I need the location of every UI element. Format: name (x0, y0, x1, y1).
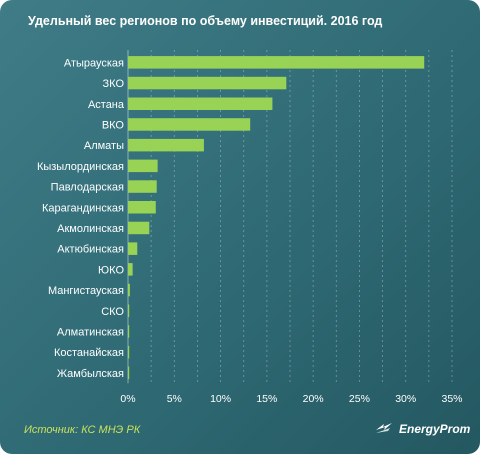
brand-name: EnergyProm (399, 421, 471, 436)
category-label: Жамбылская (57, 368, 124, 380)
x-tick-label: 5% (167, 393, 182, 405)
category-label: ЮКО (98, 264, 124, 276)
source-note: Источник: КС МНЭ РК (24, 424, 141, 436)
category-label: Астана (88, 99, 125, 111)
category-label: Карагандинская (42, 202, 124, 214)
bar (128, 201, 156, 214)
bar (128, 263, 133, 276)
category-label: Алматинская (57, 326, 124, 338)
x-tick-label: 25% (349, 393, 370, 405)
x-tick-label: 20% (303, 393, 324, 405)
chart-title: Удельный вес регионов по объему инвестиц… (28, 14, 383, 28)
category-label: Павлодарская (51, 182, 124, 194)
x-tick-label: 15% (256, 393, 277, 405)
x-tick-label: 10% (210, 393, 231, 405)
bar (128, 242, 138, 255)
category-label: Костанайская (54, 347, 124, 359)
category-label: ВКО (102, 119, 125, 131)
bar (128, 283, 130, 297)
category-label: Актюбинская (57, 244, 124, 256)
bar (128, 304, 130, 317)
category-label: Кызылординская (37, 161, 124, 173)
bar (128, 325, 130, 338)
brand-logo: EnergyProm (374, 421, 470, 436)
x-tick-label: 35% (441, 393, 462, 405)
bar (128, 76, 287, 90)
lightning-icon (376, 423, 392, 433)
x-tick-label: 30% (395, 393, 416, 405)
category-label: Мангистауская (48, 285, 124, 297)
category-label: Атырауская (64, 57, 124, 69)
bar (128, 118, 251, 131)
bar (128, 56, 425, 69)
x-tick-label: 0% (120, 393, 135, 405)
category-label: СКО (101, 306, 124, 318)
category-label: ЗКО (103, 78, 125, 90)
bar (128, 345, 130, 359)
bar (128, 366, 130, 380)
bar (128, 138, 204, 152)
category-label: Акмолинская (57, 223, 124, 235)
bar (128, 221, 150, 235)
bar (128, 97, 273, 110)
category-label: Алматы (84, 140, 124, 152)
bar (128, 159, 158, 173)
bar (128, 180, 157, 193)
